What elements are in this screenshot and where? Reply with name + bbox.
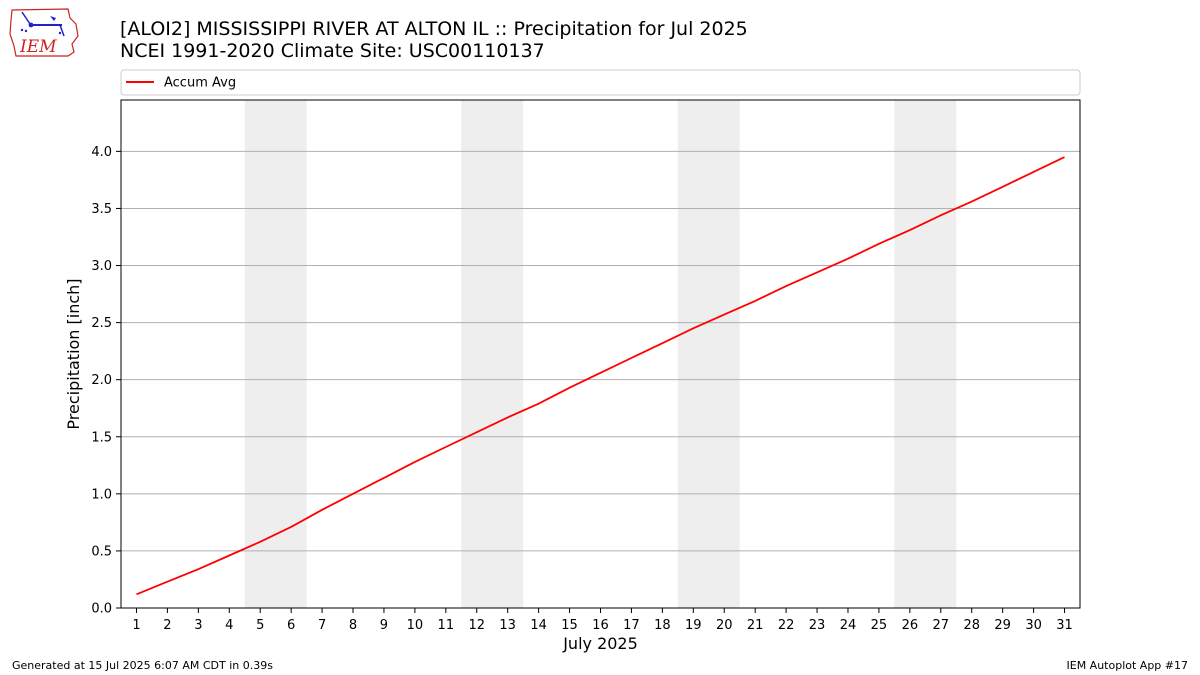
x-tick-label-27: 28 (963, 618, 980, 633)
y-tick-label-7: 3.5 (91, 202, 112, 217)
x-tick-label-6: 7 (318, 618, 326, 633)
iem-logo-icon: IEM (9, 8, 79, 57)
x-tick-label-20: 21 (747, 618, 764, 633)
x-tick-label-19: 20 (716, 618, 733, 633)
x-tick-label-11: 12 (468, 618, 485, 633)
y-tick-label-6: 3.0 (91, 259, 112, 274)
x-tick-label-25: 26 (902, 618, 919, 633)
x-tick-label-30: 31 (1056, 618, 1073, 633)
x-tick-label-14: 15 (561, 618, 578, 633)
x-tick-label-24: 25 (871, 618, 888, 633)
x-tick-label-8: 9 (380, 618, 388, 633)
x-tick-label-22: 23 (809, 618, 826, 633)
legend-label-0: Accum Avg (164, 76, 236, 91)
x-tick-label-16: 17 (623, 618, 640, 633)
x-tick-label-15: 16 (592, 618, 609, 633)
weekend-band-1 (461, 100, 524, 608)
y-axis-ticks: 0.0 0.5 1.0 1.5 2.0 2.5 3.0 3.5 4.0 (91, 145, 121, 617)
x-tick-label-17: 18 (654, 618, 671, 633)
chart-title: [ALOI2] MISSISSIPPI RIVER AT ALTON IL ::… (120, 18, 748, 62)
legend: Accum Avg (120, 69, 1081, 96)
x-tick-label-29: 30 (1025, 618, 1042, 633)
series-layer (136, 156, 1065, 596)
x-tick-label-2: 3 (194, 618, 202, 633)
y-tick-label-5: 2.5 (91, 316, 112, 331)
y-tick-label-4: 2.0 (91, 373, 112, 388)
x-tick-label-18: 19 (685, 618, 702, 633)
x-tick-label-28: 29 (994, 618, 1011, 633)
grid-lines (121, 150, 1080, 609)
x-axis-ticks: 1 2 3 4 5 6 7 8 9 10 11 12 13 14 15 16 17 18 19 20 21 22 23 24 2… (132, 608, 1073, 633)
iem-logo: IEM (8, 6, 80, 60)
x-tick-label-21: 22 (778, 618, 795, 633)
x-tick-label-9: 10 (407, 618, 424, 633)
x-tick-label-13: 14 (530, 618, 547, 633)
x-tick-label-10: 11 (438, 618, 455, 633)
x-tick-label-5: 6 (287, 618, 295, 633)
x-tick-label-7: 8 (349, 618, 357, 633)
app-credit: IEM Autoplot App #17 (1066, 659, 1189, 672)
title-line-2: NCEI 1991-2020 Climate Site: USC00110137 (120, 40, 545, 62)
x-tick-label-12: 13 (499, 618, 516, 633)
x-tick-label-23: 24 (840, 618, 857, 633)
weekend-band-2 (677, 100, 740, 608)
generated-timestamp: Generated at 15 Jul 2025 6:07 AM CDT in … (12, 659, 273, 672)
x-tick-label-3: 4 (225, 618, 233, 633)
x-tick-label-1: 2 (163, 618, 171, 633)
logo-text: IEM (19, 37, 57, 57)
y-tick-label-1: 0.5 (91, 544, 112, 559)
y-tick-label-8: 4.0 (91, 145, 112, 160)
legend-box (120, 69, 1081, 96)
y-tick-label-3: 1.5 (91, 430, 112, 445)
y-tick-label-2: 1.0 (91, 487, 112, 502)
series-line-0 (136, 156, 1065, 596)
y-axis-label: Precipitation [inch] (64, 278, 83, 429)
x-tick-label-4: 5 (256, 618, 264, 633)
title-line-1: [ALOI2] MISSISSIPPI RIVER AT ALTON IL ::… (120, 18, 748, 40)
weekend-bands (244, 100, 957, 608)
x-tick-label-0: 1 (132, 618, 140, 633)
x-axis-label: July 2025 (562, 634, 638, 653)
x-tick-label-26: 27 (933, 618, 950, 633)
weekend-band-3 (894, 100, 957, 608)
y-tick-label-0: 0.0 (91, 602, 112, 617)
weekend-band-0 (244, 100, 307, 608)
